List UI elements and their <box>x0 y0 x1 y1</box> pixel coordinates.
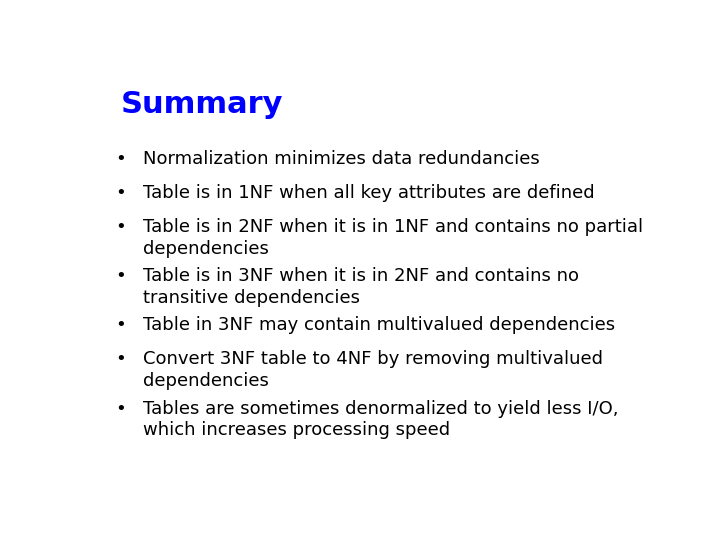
Text: •: • <box>115 350 126 368</box>
Text: •: • <box>115 150 126 168</box>
Text: •: • <box>115 400 126 417</box>
Text: Table is in 3NF when it is in 2NF and contains no
transitive dependencies: Table is in 3NF when it is in 2NF and co… <box>143 267 579 307</box>
Text: Normalization minimizes data redundancies: Normalization minimizes data redundancie… <box>143 150 540 168</box>
Text: •: • <box>115 184 126 202</box>
Text: Table in 3NF may contain multivalued dependencies: Table in 3NF may contain multivalued dep… <box>143 316 615 334</box>
Text: Tables are sometimes denormalized to yield less I/O,
which increases processing : Tables are sometimes denormalized to yie… <box>143 400 618 439</box>
Text: Table is in 1NF when all key attributes are defined: Table is in 1NF when all key attributes … <box>143 184 595 202</box>
Text: •: • <box>115 316 126 334</box>
Text: •: • <box>115 218 126 236</box>
Text: Convert 3NF table to 4NF by removing multivalued
dependencies: Convert 3NF table to 4NF by removing mul… <box>143 350 603 390</box>
Text: •: • <box>115 267 126 285</box>
Text: Table is in 2NF when it is in 1NF and contains no partial
dependencies: Table is in 2NF when it is in 1NF and co… <box>143 218 643 258</box>
Text: Summary: Summary <box>121 90 283 119</box>
